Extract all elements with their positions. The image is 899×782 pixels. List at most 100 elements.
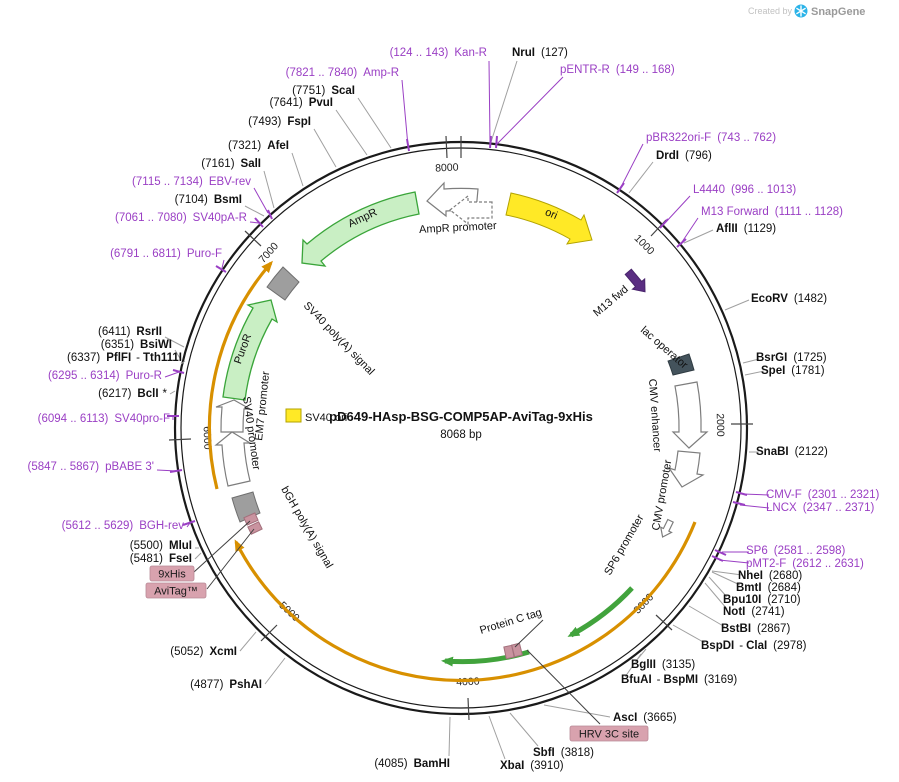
enzyme-label-xcmi[interactable]: (5052) XcmI: [170, 646, 237, 658]
primer-label-l4440[interactable]: L4440 (996 .. 1013): [693, 184, 796, 196]
feature-sv40-ori[interactable]: [285, 408, 302, 423]
feature-label-m13-fwd[interactable]: M13 fwd: [591, 283, 631, 319]
enzyme-label-fspi[interactable]: (7493) FspI: [248, 116, 311, 128]
enzyme-label-fsei[interactable]: (5481) FseI: [130, 553, 192, 565]
plasmid-title: pD649-HAsp-BSG-COMP5AP-AviTag-9xHis: [329, 409, 593, 424]
enzyme-label-bcli[interactable]: (6217) BclI *: [98, 388, 167, 400]
enzyme-label-rsrii[interactable]: (6411) RsrII: [98, 326, 162, 338]
plasmid-size: 8068 bp: [440, 429, 482, 441]
enzyme-label-mlui[interactable]: (5500) MluI: [130, 540, 192, 552]
primer-label-ebv-rev[interactable]: (7115 .. 7134) EBV-rev: [132, 176, 251, 188]
scale-tick-marks: [168, 135, 753, 721]
tag-callout-lines: [193, 520, 601, 725]
tag-label-avitag[interactable]: AviTag™: [145, 582, 207, 599]
feature-cmv-promoter[interactable]: [667, 450, 705, 488]
tick-label-7000: 7000: [256, 240, 281, 266]
primer-label-puro-f[interactable]: (6791 .. 6811) Puro-F: [110, 248, 222, 260]
snapgene-watermark: Created by SnapGene: [748, 4, 865, 18]
feature-avitag-box[interactable]: [247, 521, 263, 535]
feature-cmv-enhancer[interactable]: [671, 381, 709, 449]
enzyme-label-bmti[interactable]: BmtI (2684): [736, 582, 801, 594]
feature-sv40-polya-signal[interactable]: [266, 266, 300, 301]
feature-sp6-promoter-arrow[interactable]: [657, 518, 676, 539]
primer-label-sv40pa-r[interactable]: (7061 .. 7080) SV40pA-R: [115, 212, 247, 224]
feature-label-sp6-promoter[interactable]: SP6 promoter: [602, 512, 646, 577]
feature-sv40-promoter[interactable]: [214, 431, 253, 487]
enzyme-label-pvui[interactable]: (7641) PvuI: [269, 97, 333, 109]
tag-label-hrv-3c-site[interactable]: HRV 3C site: [569, 725, 649, 742]
enzyme-label-bpu10i[interactable]: Bpu10I (2710): [723, 594, 801, 606]
enzyme-label-xbai[interactable]: XbaI (3910): [500, 760, 564, 772]
enzyme-label-noti[interactable]: NotI (2741): [723, 606, 785, 618]
primer-label-pentr-r[interactable]: pENTR-R (149 .. 168): [560, 64, 675, 76]
feature-9xhis-box[interactable]: [243, 512, 259, 526]
primer-label-amp-r[interactable]: (7821 .. 7840) Amp-R: [286, 67, 399, 79]
feature-label-sv40-polya[interactable]: SV40 poly(A) signal: [301, 300, 377, 378]
enzyme-label-aflii[interactable]: AflII (1129): [716, 223, 776, 235]
enzyme-label-drdi[interactable]: DrdI (796): [656, 150, 712, 162]
tick-label-1000: 1000: [632, 232, 657, 257]
primer-label-pbr322ori-f[interactable]: pBR322ori-F (743 .. 762): [646, 132, 776, 144]
primer-label-m13-forward[interactable]: M13 Forward (1111 .. 1128): [701, 206, 843, 218]
feature-ampr-start-dashed-arrow: [449, 194, 493, 226]
enzyme-label-bsmi[interactable]: (7104) BsmI: [175, 194, 242, 206]
feature-m13-fwd-arrow[interactable]: [622, 267, 651, 297]
primer-callout-lines: [156, 60, 770, 564]
cds-arc-insert-1[interactable]: [567, 586, 634, 638]
tag-label-hrv-3c-site-text: HRV 3C site: [579, 729, 639, 741]
primer-label-kan-r[interactable]: (124 .. 143) Kan-R: [390, 47, 487, 59]
primer-site-ticks: [167, 135, 748, 562]
enzyme-label-bspdi-clai[interactable]: BspDI - ClaI (2978): [701, 640, 807, 652]
enzyme-label-bstbi[interactable]: BstBI (2867): [721, 623, 790, 635]
primer-label-bgh-rev[interactable]: (5612 .. 5629) BGH-rev: [62, 520, 185, 532]
tag-label-9xhis-text: 9xHis: [158, 569, 186, 581]
primer-label-pbabe-3[interactable]: (5847 .. 5867) pBABE 3': [28, 461, 154, 473]
feature-label-cmv-enhancer[interactable]: CMV enhancer: [646, 378, 663, 452]
cds-arc-insert-2[interactable]: [441, 649, 530, 667]
primer-label-pmt2-f[interactable]: pMT2-F (2612 .. 2631): [746, 558, 864, 570]
feature-protein-c-box-2[interactable]: [511, 642, 523, 658]
feature-lac-operator[interactable]: [667, 353, 695, 376]
enzyme-label-snabi[interactable]: SnaBI (2122): [756, 446, 828, 458]
primer-label-sp6[interactable]: SP6 (2581 .. 2598): [746, 545, 846, 557]
enzyme-label-pflfi-tth111i[interactable]: (6337) PflFI - Tth111I: [67, 352, 182, 364]
tick-label-8000: 8000: [435, 161, 459, 174]
enzyme-label-sbfi[interactable]: SbfI (3818): [533, 747, 594, 759]
enzyme-label-bglii[interactable]: BglII (3135): [631, 659, 695, 671]
enzyme-label-nrui[interactable]: NruI (127): [512, 47, 568, 59]
feature-label-ori[interactable]: ori: [543, 206, 559, 222]
feature-label-sv40-ori[interactable]: SV40 ori: [305, 412, 347, 424]
enzyme-label-bsrgi[interactable]: BsrGI (1725): [756, 352, 827, 364]
enzyme-label-bsiwi[interactable]: (6351) BsiWI: [101, 339, 172, 351]
orf-arc-main-insert[interactable]: [234, 521, 697, 683]
primer-label-sv40pro-f[interactable]: (6094 .. 6113) SV40pro-F: [38, 413, 170, 425]
enzyme-label-sali[interactable]: (7161) SalI: [201, 158, 261, 170]
tag-label-avitag-text: AviTag™: [154, 586, 198, 598]
feature-label-lac-operator[interactable]: lac operator: [638, 324, 690, 371]
enzyme-label-ecorv[interactable]: EcoRV (1482): [751, 293, 827, 305]
feature-ori[interactable]: [505, 192, 593, 245]
watermark-brand: SnapGene: [811, 6, 865, 18]
enzyme-label-scai[interactable]: (7751) ScaI: [292, 85, 355, 97]
primer-label-puro-r[interactable]: (6295 .. 6314) Puro-R: [48, 370, 162, 382]
feature-label-bgh-polya[interactable]: bGH poly(A) signal: [278, 485, 335, 571]
enzyme-label-pshai[interactable]: (4877) PshAI: [190, 679, 262, 691]
tag-label-9xhis[interactable]: 9xHis: [149, 565, 195, 582]
feature-label-ampr-promoter[interactable]: AmpR promoter: [419, 220, 497, 236]
snapgene-logo-icon: [794, 4, 808, 18]
enzyme-label-spei[interactable]: SpeI (1781): [761, 365, 825, 377]
watermark-created-by: Created by: [748, 6, 793, 16]
enzyme-label-afei[interactable]: (7321) AfeI: [228, 140, 289, 152]
feature-ampr[interactable]: [301, 191, 420, 267]
feature-em7-promoter[interactable]: [215, 399, 253, 433]
enzyme-callout-lines: [164, 60, 765, 760]
enzyme-label-asci[interactable]: AscI (3665): [613, 712, 677, 724]
feature-label-protein-c-tag[interactable]: Protein C tag: [478, 607, 543, 637]
feature-puror[interactable]: [222, 299, 279, 401]
enzyme-label-nhei[interactable]: NheI (2680): [738, 570, 802, 582]
enzyme-label-bamhi[interactable]: (4085) BamHI: [374, 758, 450, 770]
orf-arc-selection-cassette[interactable]: [207, 260, 273, 490]
primer-label-lncx[interactable]: LNCX (2347 .. 2371): [766, 502, 874, 514]
enzyme-label-bfuai-bspmi[interactable]: BfuAI - BspMI (3169): [621, 674, 737, 686]
primer-label-cmv-f[interactable]: CMV-F (2301 .. 2321): [766, 489, 880, 501]
